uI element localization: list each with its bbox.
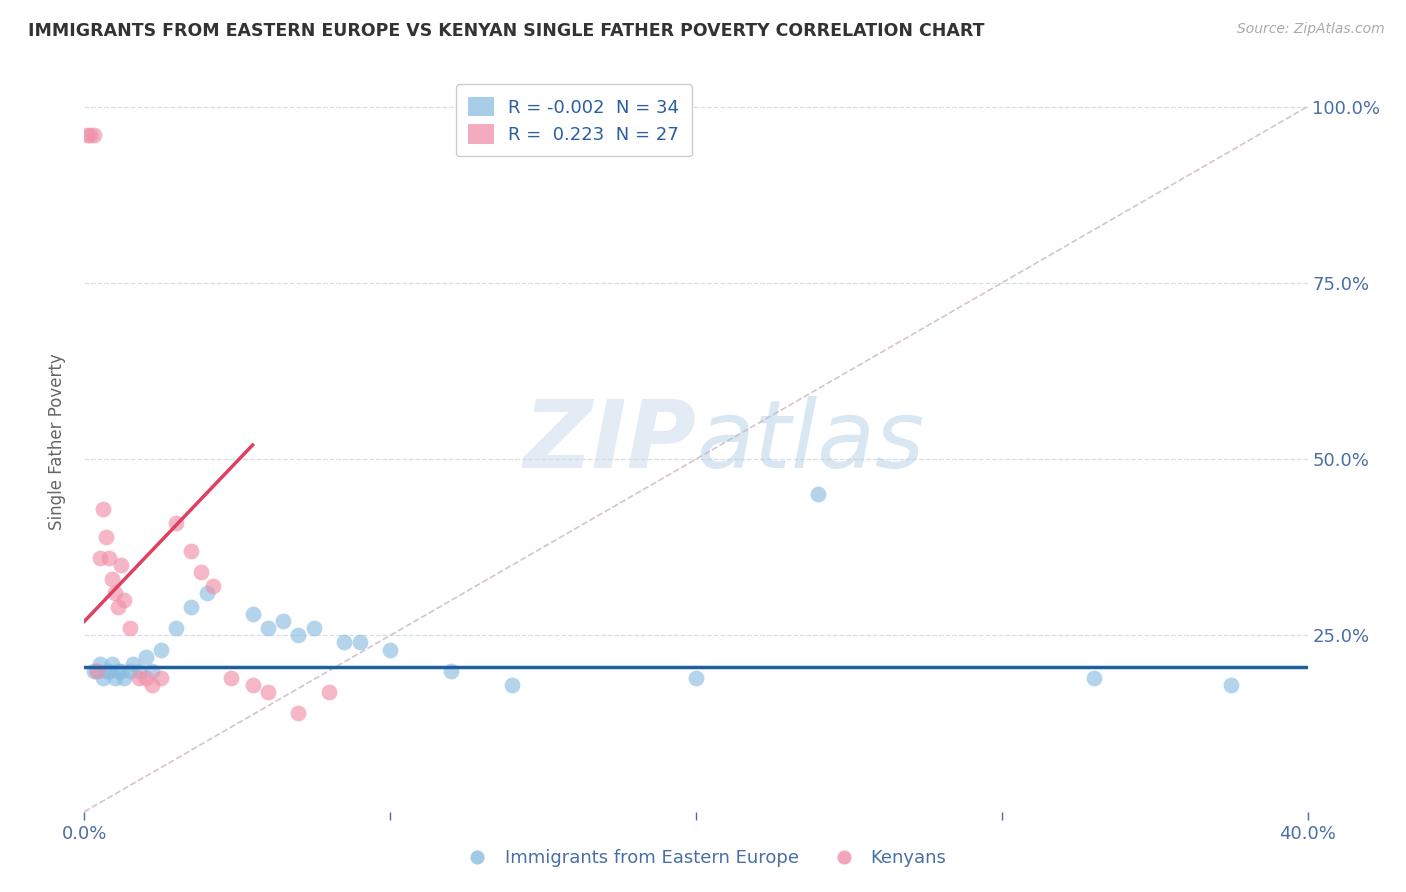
Point <box>257 621 280 635</box>
Point <box>242 678 264 692</box>
Point <box>122 657 145 671</box>
Point <box>141 664 163 678</box>
Point <box>287 706 309 720</box>
Point <box>271 615 294 629</box>
Text: atlas: atlas <box>696 396 924 487</box>
Legend: Immigrants from Eastern Europe, Kenyans: Immigrants from Eastern Europe, Kenyans <box>453 842 953 874</box>
Point <box>440 664 463 678</box>
Point <box>94 664 117 678</box>
Point <box>97 550 120 565</box>
Point <box>149 642 172 657</box>
Point <box>107 600 129 615</box>
Point <box>101 657 124 671</box>
Point <box>149 671 172 685</box>
Point <box>91 671 114 685</box>
Point <box>83 664 105 678</box>
Point <box>101 572 124 586</box>
Text: ZIP: ZIP <box>523 395 696 488</box>
Point <box>807 487 830 501</box>
Point <box>1220 678 1243 692</box>
Point <box>1083 671 1105 685</box>
Text: IMMIGRANTS FROM EASTERN EUROPE VS KENYAN SINGLE FATHER POVERTY CORRELATION CHART: IMMIGRANTS FROM EASTERN EUROPE VS KENYAN… <box>28 22 984 40</box>
Point <box>86 664 108 678</box>
Point <box>201 579 224 593</box>
Y-axis label: Single Father Poverty: Single Father Poverty <box>48 353 66 530</box>
Point <box>97 664 120 678</box>
Point <box>180 600 202 615</box>
Point <box>79 128 101 142</box>
Point <box>190 565 212 579</box>
Point <box>219 671 242 685</box>
Point <box>141 678 163 692</box>
Point <box>89 550 111 565</box>
Point <box>104 671 127 685</box>
Point <box>195 586 218 600</box>
Point <box>94 530 117 544</box>
Text: Source: ZipAtlas.com: Source: ZipAtlas.com <box>1237 22 1385 37</box>
Point <box>318 685 340 699</box>
Point <box>502 678 524 692</box>
Point <box>128 671 150 685</box>
Point <box>86 664 108 678</box>
Point <box>685 671 707 685</box>
Point <box>165 621 187 635</box>
Point <box>135 671 157 685</box>
Point <box>107 664 129 678</box>
Point <box>110 664 132 678</box>
Point <box>91 501 114 516</box>
Point <box>287 628 309 642</box>
Point <box>104 586 127 600</box>
Point <box>180 544 202 558</box>
Point <box>165 516 187 530</box>
Point <box>380 642 402 657</box>
Point <box>76 128 98 142</box>
Point <box>89 657 111 671</box>
Point <box>120 664 142 678</box>
Point <box>112 671 135 685</box>
Point <box>120 621 142 635</box>
Point <box>135 649 157 664</box>
Point <box>128 664 150 678</box>
Point <box>242 607 264 622</box>
Point <box>257 685 280 699</box>
Point <box>112 593 135 607</box>
Point <box>349 635 371 649</box>
Point <box>83 128 105 142</box>
Legend: R = -0.002  N = 34, R =  0.223  N = 27: R = -0.002 N = 34, R = 0.223 N = 27 <box>456 84 692 156</box>
Point <box>302 621 325 635</box>
Point <box>333 635 356 649</box>
Point <box>110 558 132 572</box>
